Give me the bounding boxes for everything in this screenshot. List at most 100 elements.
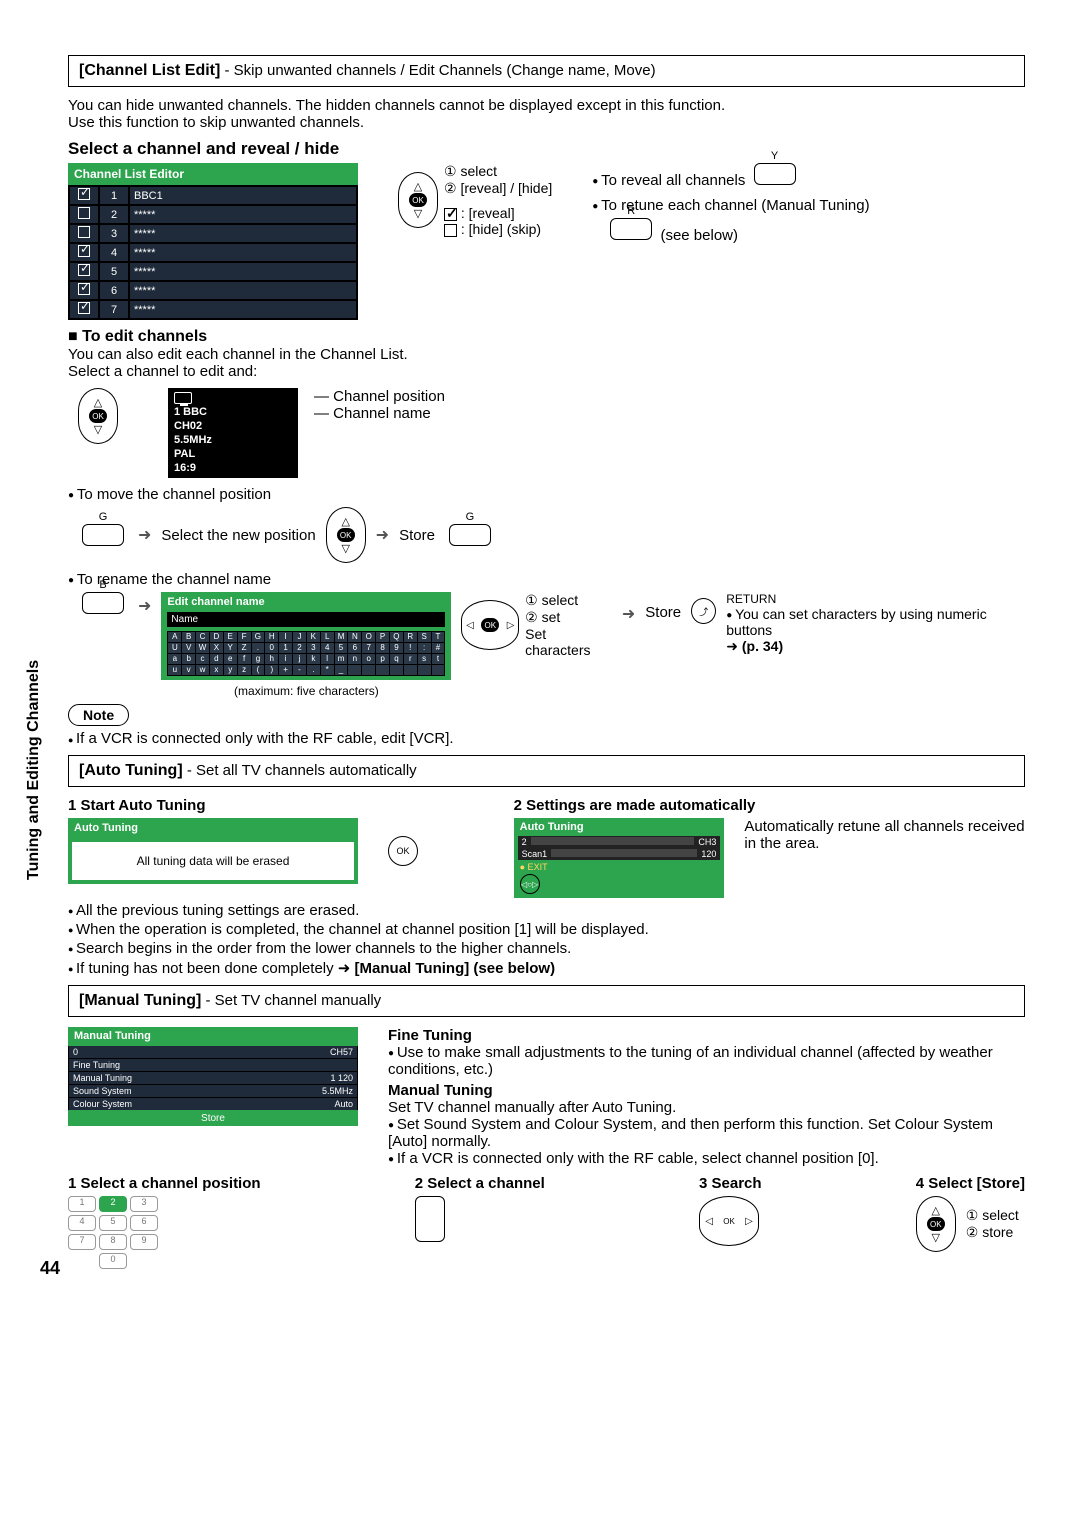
keyboard-key[interactable]: 4 [321, 643, 334, 653]
keyboard-key[interactable]: F [238, 632, 251, 642]
keyboard-key[interactable]: H [265, 632, 278, 642]
keyboard-key[interactable] [404, 665, 417, 675]
keyboard-key[interactable]: i [279, 654, 292, 664]
list-item[interactable]: Fine Tuning [69, 1059, 357, 1071]
keyboard-key[interactable]: ! [404, 643, 417, 653]
keyboard-key[interactable]: P [376, 632, 389, 642]
keyboard-key[interactable]: C [196, 632, 209, 642]
ok-button-3[interactable]: OK [337, 528, 355, 542]
numpad-key[interactable]: 2 [99, 1196, 127, 1212]
keyboard-key[interactable]: s [418, 654, 431, 664]
keyboard-key[interactable]: D [210, 632, 223, 642]
keyboard-key[interactable]: 0 [265, 643, 278, 653]
keyboard-key[interactable]: . [307, 665, 320, 675]
keyboard-key[interactable]: : [418, 643, 431, 653]
numpad-key[interactable]: 7 [68, 1234, 96, 1250]
keyboard-key[interactable]: ( [252, 665, 265, 675]
keyboard-key[interactable]: - [293, 665, 306, 675]
ok-button-2[interactable]: OK [89, 409, 107, 423]
keyboard-key[interactable]: m [335, 654, 348, 664]
keyboard-key[interactable]: c [196, 654, 209, 664]
list-item[interactable]: 0CH57 [69, 1046, 357, 1058]
keyboard-key[interactable]: R [404, 632, 417, 642]
list-item[interactable]: Colour SystemAuto [69, 1098, 357, 1110]
keyboard-key[interactable]: Q [390, 632, 403, 642]
keyboard-key[interactable]: a [168, 654, 181, 664]
keyboard-key[interactable]: l [321, 654, 334, 664]
store-nav[interactable]: △ OK ▽ [916, 1196, 956, 1252]
keyboard-key[interactable]: o [362, 654, 375, 664]
numpad-key[interactable]: 0 [99, 1253, 127, 1269]
numpad-key[interactable]: 3 [130, 1196, 158, 1212]
table-row[interactable]: 7***** [70, 301, 356, 318]
keyboard-key[interactable]: 3 [307, 643, 320, 653]
keyboard-key[interactable]: L [321, 632, 334, 642]
keyboard-key[interactable]: _ [335, 665, 348, 675]
numeric-keypad[interactable]: 1234567890 [68, 1196, 261, 1269]
numpad-key[interactable]: 5 [99, 1215, 127, 1231]
list-item[interactable]: Sound System5.5MHz [69, 1085, 357, 1097]
nav-icon-2[interactable]: △ OK ▽ [78, 388, 118, 444]
numpad-key[interactable]: 8 [99, 1234, 127, 1250]
nav-icon-4[interactable]: ◁OK▷ [461, 600, 519, 650]
keyboard-key[interactable]: N [348, 632, 361, 642]
keyboard-key[interactable] [418, 665, 431, 675]
numpad-key[interactable]: 6 [130, 1215, 158, 1231]
keyboard-key[interactable]: Z [238, 643, 251, 653]
keyboard-key[interactable]: + [279, 665, 292, 675]
keyboard-key[interactable]: I [279, 632, 292, 642]
keyboard-key[interactable]: M [335, 632, 348, 642]
store-row[interactable]: Store [68, 1111, 358, 1126]
keyboard-key[interactable]: n [348, 654, 361, 664]
ok-button-5[interactable]: OK [927, 1217, 945, 1231]
keyboard-key[interactable]: B [182, 632, 195, 642]
keyboard-key[interactable]: r [404, 654, 417, 664]
keyboard-key[interactable]: 8 [376, 643, 389, 653]
ok-circle[interactable]: OK [388, 836, 418, 866]
keyboard-key[interactable]: * [321, 665, 334, 675]
keyboard-key[interactable]: S [418, 632, 431, 642]
keyboard-key[interactable]: 1 [279, 643, 292, 653]
b-button[interactable]: B [82, 592, 124, 614]
keyboard-key[interactable]: 7 [362, 643, 375, 653]
keyboard-key[interactable]: O [362, 632, 375, 642]
keyboard-key[interactable]: j [293, 654, 306, 664]
keyboard-key[interactable]: b [182, 654, 195, 664]
keyboard-key[interactable]: v [182, 665, 195, 675]
keyboard-key[interactable]: u [168, 665, 181, 675]
nav-icon-3[interactable]: △ OK ▽ [326, 507, 366, 563]
keyboard-key[interactable]: K [307, 632, 320, 642]
table-row[interactable]: 5***** [70, 263, 356, 280]
keyboard-key[interactable]: 2 [293, 643, 306, 653]
keyboard-key[interactable]: 9 [390, 643, 403, 653]
table-row[interactable]: 3***** [70, 225, 356, 242]
numpad-key[interactable]: 4 [68, 1215, 96, 1231]
keyboard-key[interactable]: G [252, 632, 265, 642]
keyboard-key[interactable] [362, 665, 375, 675]
onscreen-keyboard[interactable]: ABCDEFGHIJKLMNOPQRSTUVWXYZ.0123456789!:#… [167, 631, 445, 676]
channel-rocker[interactable] [415, 1196, 445, 1242]
g-button-1[interactable]: G [82, 524, 124, 546]
exit-button[interactable]: ◁○▷ [520, 874, 540, 894]
search-nav[interactable]: ◁OK▷ [699, 1196, 759, 1246]
keyboard-key[interactable] [432, 665, 445, 675]
keyboard-key[interactable] [348, 665, 361, 675]
keyboard-key[interactable]: J [293, 632, 306, 642]
keyboard-key[interactable]: d [210, 654, 223, 664]
table-row[interactable]: 1BBC1 [70, 187, 356, 204]
keyboard-key[interactable]: z [238, 665, 251, 675]
list-item[interactable]: Manual Tuning1 120 [69, 1072, 357, 1084]
keyboard-key[interactable]: 6 [348, 643, 361, 653]
keyboard-key[interactable]: A [168, 632, 181, 642]
keyboard-key[interactable]: k [307, 654, 320, 664]
keyboard-key[interactable]: W [196, 643, 209, 653]
keyboard-key[interactable]: ) [265, 665, 278, 675]
keyboard-key[interactable]: w [196, 665, 209, 675]
table-row[interactable]: 2***** [70, 206, 356, 223]
keyboard-key[interactable]: y [224, 665, 237, 675]
y-button[interactable]: Y [754, 163, 796, 185]
keyboard-key[interactable]: X [210, 643, 223, 653]
keyboard-key[interactable]: . [252, 643, 265, 653]
keyboard-key[interactable]: V [182, 643, 195, 653]
keyboard-key[interactable]: T [432, 632, 445, 642]
